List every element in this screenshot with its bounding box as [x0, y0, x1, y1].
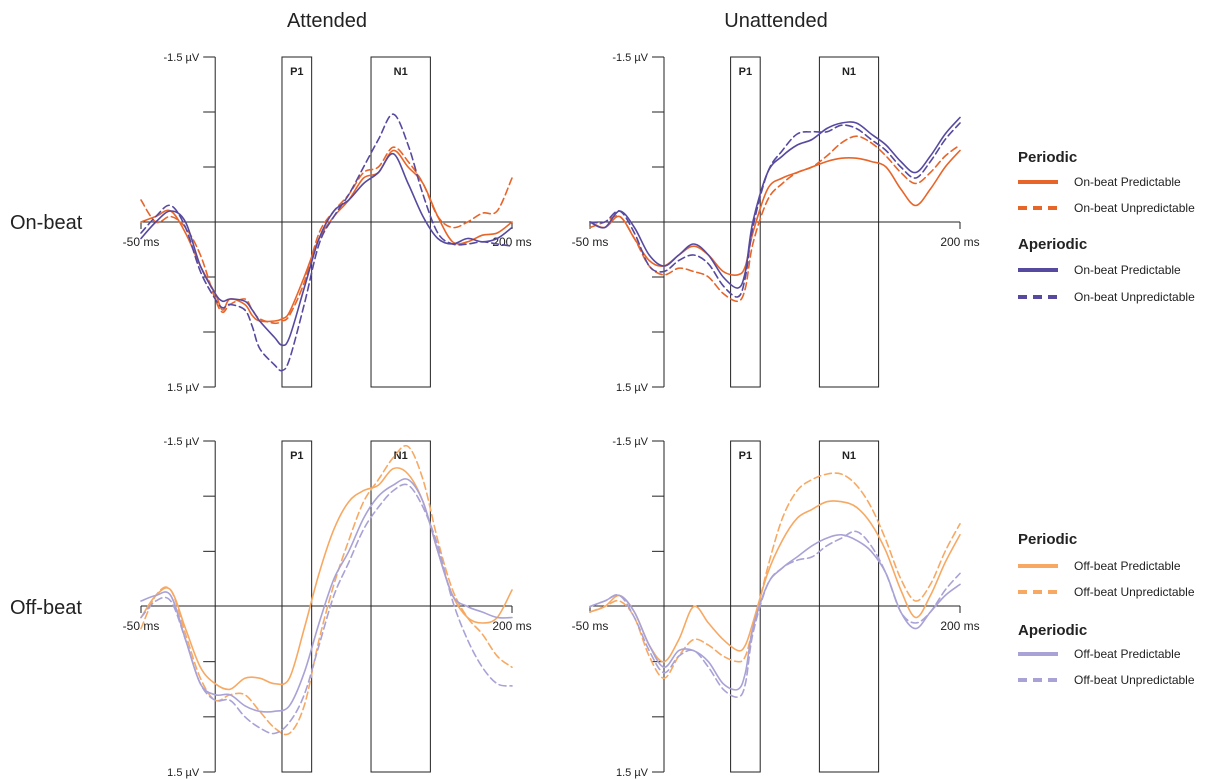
x-tick-label: -50 ms — [123, 619, 160, 633]
x-tick-label: 200 ms — [940, 619, 979, 633]
legend-item-aperiodic-unpredictable: On-beat Unpredictable — [1074, 290, 1195, 304]
x-tick-label: 200 ms — [940, 235, 979, 249]
erp-panel: P1 N1 -1.5 µV 1.5 µV -50 ms 200 ms — [572, 436, 980, 779]
waveform-series — [589, 116, 961, 289]
legend-item-aperiodic-predictable: On-beat Predictable — [1074, 263, 1181, 277]
p1-label: P1 — [739, 450, 752, 462]
legend-group-aperiodic: Aperiodic — [1018, 236, 1087, 253]
legend-item-periodic-unpredictable: Off-beat Unpredictable — [1074, 585, 1195, 599]
y-tick-label: -1.5 µV — [612, 52, 648, 64]
waveform-series — [589, 530, 961, 698]
waveform-series — [140, 146, 513, 325]
legend-item-periodic-predictable: Off-beat Predictable — [1074, 559, 1181, 573]
p1-label: P1 — [739, 66, 752, 78]
erp-panel: P1 N1 -1.5 µV 1.5 µV -50 ms 200 ms — [123, 52, 532, 394]
legend-off-beat: Periodic Off-beat Predictable Off-beat U… — [1018, 531, 1195, 687]
n1-label: N1 — [842, 66, 856, 78]
row-header-on-beat: On-beat — [10, 212, 83, 234]
legend-group-periodic: Periodic — [1018, 149, 1077, 166]
y-tick-label: -1.5 µV — [164, 436, 200, 448]
x-tick-label: 200 ms — [492, 619, 531, 633]
waveform-series — [589, 149, 961, 276]
waveform-series — [589, 135, 961, 303]
waveform-series — [589, 533, 961, 691]
y-tick-label: 1.5 µV — [167, 382, 200, 394]
legend-group-periodic: Periodic — [1018, 531, 1077, 548]
y-tick-label: -1.5 µV — [612, 436, 648, 448]
erp-panel: P1 N1 -1.5 µV 1.5 µV -50 ms 200 ms — [572, 52, 980, 394]
erp-panels: P1 N1 -1.5 µV 1.5 µV -50 ms 200 ms P1 N1 -1.5 µV… — [123, 52, 980, 779]
waveform-series — [140, 152, 513, 347]
waveform-series — [140, 113, 513, 372]
x-tick-label: -50 ms — [572, 619, 609, 633]
p1-label: P1 — [290, 66, 303, 78]
legend-on-beat: Periodic On-beat Predictable On-beat Unp… — [1018, 149, 1195, 304]
x-tick-label: -50 ms — [572, 235, 609, 249]
waveform-series — [140, 444, 513, 736]
waveform-series — [140, 478, 513, 713]
legend-item-periodic-predictable: On-beat Predictable — [1074, 175, 1181, 189]
x-tick-label: -50 ms — [123, 235, 160, 249]
y-tick-label: 1.5 µV — [167, 767, 200, 779]
y-tick-label: 1.5 µV — [616, 767, 649, 779]
waveform-series — [589, 122, 961, 298]
legend-item-aperiodic-unpredictable: Off-beat Unpredictable — [1074, 673, 1195, 687]
column-header-attended: Attended — [287, 10, 367, 32]
y-tick-label: 1.5 µV — [616, 382, 649, 394]
column-header-unattended: Unattended — [724, 10, 827, 32]
n1-label: N1 — [842, 450, 856, 462]
waveform-series — [140, 467, 513, 691]
row-header-off-beat: Off-beat — [10, 597, 82, 619]
x-tick-label: 200 ms — [492, 235, 531, 249]
n1-label: N1 — [394, 450, 408, 462]
p1-label: P1 — [290, 450, 303, 462]
waveform-series — [589, 472, 961, 679]
legend-group-aperiodic: Aperiodic — [1018, 622, 1087, 639]
y-tick-label: -1.5 µV — [164, 52, 200, 64]
legend-item-periodic-unpredictable: On-beat Unpredictable — [1074, 201, 1195, 215]
waveform-series — [140, 149, 513, 323]
erp-panel: P1 N1 -1.5 µV 1.5 µV -50 ms 200 ms — [123, 436, 532, 779]
n1-label: N1 — [394, 66, 408, 78]
legend-item-aperiodic-predictable: Off-beat Predictable — [1074, 647, 1181, 661]
